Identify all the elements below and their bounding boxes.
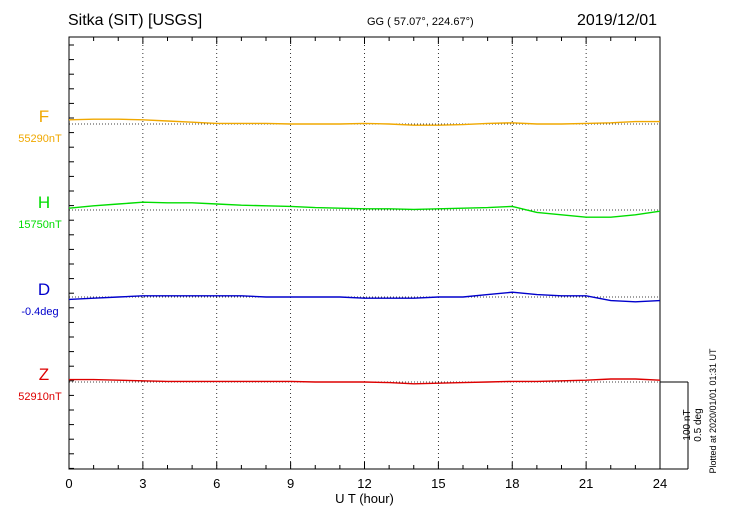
date-label: 2019/12/01 <box>577 12 658 29</box>
scale-deg-label: 0.5 deg <box>693 408 704 441</box>
series-name-D: D <box>38 280 50 299</box>
x-tick-label: 24 <box>653 476 667 491</box>
series-baseline-F: 55290nT <box>18 133 62 145</box>
x-tick-label: 6 <box>213 476 220 491</box>
x-axis-label: U T (hour) <box>335 491 394 506</box>
x-tick-label: 9 <box>287 476 294 491</box>
series-name-H: H <box>38 193 50 212</box>
series-baseline-H: 15750nT <box>18 219 62 231</box>
series-name-Z: Z <box>39 365 49 384</box>
series-line-F <box>68 118 660 126</box>
x-tick-label: 3 <box>139 476 146 491</box>
series-baseline-D: -0.4deg <box>21 306 58 318</box>
x-tick-label: 21 <box>579 476 593 491</box>
station-title: Sitka (SIT) [USGS] <box>68 12 203 29</box>
x-tick-label: 15 <box>431 476 445 491</box>
geographic-coordinates: GG ( 57.07°, 224.67°) <box>367 16 474 28</box>
scale-nt-label: 100 nT <box>682 409 693 440</box>
series-name-F: F <box>39 107 49 126</box>
x-tick-label: 18 <box>505 476 519 491</box>
series-line-H <box>68 201 661 218</box>
series-line-D <box>68 291 661 303</box>
x-tick-label: 0 <box>65 476 72 491</box>
x-tick-label: 12 <box>357 476 371 491</box>
series-baseline-Z: 52910nT <box>18 391 62 403</box>
series-line-Z <box>69 378 661 385</box>
